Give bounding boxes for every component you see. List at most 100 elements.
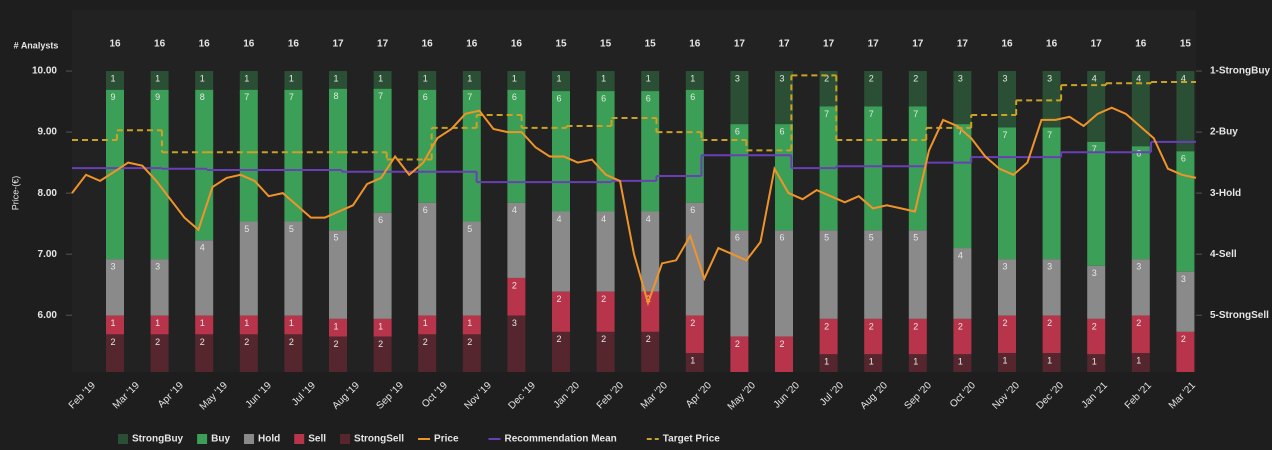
bar-segment bbox=[1087, 318, 1106, 355]
segment-label: 1 bbox=[1136, 356, 1141, 366]
segment-label: 6 bbox=[690, 205, 695, 215]
analyst-count: 16 bbox=[511, 39, 523, 50]
segment-label: 7 bbox=[289, 92, 294, 102]
segment-label: 2 bbox=[913, 73, 918, 83]
bar-segment bbox=[953, 124, 972, 249]
bar-segment bbox=[953, 318, 972, 355]
bar-segment bbox=[329, 71, 347, 89]
bar-segment bbox=[195, 334, 214, 372]
bar-segment bbox=[596, 71, 615, 92]
bar-segment bbox=[908, 106, 927, 231]
bar-segment bbox=[239, 71, 258, 90]
analyst-count: 17 bbox=[332, 39, 344, 50]
bar-segment bbox=[150, 71, 169, 90]
analyst-count: 17 bbox=[734, 39, 746, 50]
bar-segment bbox=[195, 89, 214, 241]
segment-label: 6 bbox=[378, 215, 383, 225]
bar-segment bbox=[641, 71, 660, 92]
bar-segment bbox=[730, 71, 749, 125]
bar-segment bbox=[1176, 71, 1195, 152]
legend-label: Target Price bbox=[663, 434, 720, 445]
analyst-count: 17 bbox=[912, 39, 924, 50]
analyst-count: 15 bbox=[645, 39, 657, 50]
segment-label: 3 bbox=[1092, 268, 1097, 278]
segment-label: 1 bbox=[155, 73, 160, 83]
bar-segment bbox=[106, 71, 124, 90]
segment-label: 1 bbox=[467, 73, 472, 83]
bar-segment bbox=[864, 71, 883, 107]
bar-segment bbox=[418, 334, 437, 372]
segment-label: 4 bbox=[958, 250, 963, 260]
bar-segment bbox=[998, 259, 1016, 316]
segment-label: 4 bbox=[1136, 73, 1141, 83]
bar-segment bbox=[106, 334, 124, 372]
segment-label: 1 bbox=[512, 73, 517, 83]
segment-label: 1 bbox=[289, 73, 294, 83]
segment-label: 1 bbox=[423, 318, 428, 328]
segment-label: 2 bbox=[601, 294, 606, 304]
segment-label: 3 bbox=[1002, 262, 1007, 272]
segment-label: 3 bbox=[110, 262, 115, 272]
analyst-count: 16 bbox=[466, 39, 478, 50]
y2-tick-label: 2-Buy bbox=[1210, 127, 1238, 138]
segment-label: 1 bbox=[200, 73, 205, 83]
bar-segment bbox=[596, 91, 615, 212]
legend-label: StrongSell bbox=[354, 434, 404, 445]
segment-label: 7 bbox=[1002, 130, 1007, 140]
segment-label: 6 bbox=[512, 92, 517, 102]
bar-segment bbox=[239, 89, 258, 222]
bar-segment bbox=[864, 318, 883, 355]
bar-segment bbox=[284, 334, 303, 372]
bar-segment bbox=[507, 71, 526, 90]
bar-segment bbox=[998, 353, 1016, 372]
bar-segment bbox=[373, 336, 392, 372]
segment-label: 1 bbox=[155, 318, 160, 328]
segment-label: 6 bbox=[601, 93, 606, 103]
bar-segment bbox=[150, 259, 169, 316]
segment-label: 3 bbox=[735, 73, 740, 83]
legend-swatch bbox=[294, 434, 305, 444]
bar-segment bbox=[552, 91, 570, 212]
bar-segment bbox=[998, 71, 1016, 128]
bar-segment bbox=[462, 315, 481, 335]
segment-label: 2 bbox=[913, 321, 918, 331]
segment-label: 7 bbox=[913, 109, 918, 119]
segment-label: 8 bbox=[200, 92, 205, 102]
analyst-count: 16 bbox=[1001, 39, 1013, 50]
bar-segment bbox=[819, 230, 838, 319]
bar-segment bbox=[418, 71, 437, 90]
bar-segment bbox=[150, 89, 169, 260]
analysts-label: # Analysts bbox=[14, 40, 59, 50]
bar-segment bbox=[998, 315, 1016, 354]
bar-segment bbox=[552, 291, 570, 332]
segment-label: 6 bbox=[423, 205, 428, 215]
bar-segment bbox=[507, 315, 526, 372]
segment-label: 2 bbox=[601, 334, 606, 344]
analyst-count: 17 bbox=[1091, 39, 1103, 50]
bar-segment bbox=[462, 334, 481, 372]
analyst-count: 16 bbox=[1046, 39, 1058, 50]
segment-label: 2 bbox=[423, 337, 428, 347]
bar-segment bbox=[1087, 71, 1106, 142]
segment-label: 2 bbox=[333, 339, 338, 349]
bar-segment bbox=[641, 91, 660, 212]
segment-label: 2 bbox=[1047, 318, 1052, 328]
bar-segment bbox=[507, 89, 526, 203]
bar-segment bbox=[1176, 331, 1195, 372]
segment-label: 1 bbox=[110, 318, 115, 328]
segment-label: 8 bbox=[333, 91, 338, 101]
bar-segment bbox=[1087, 141, 1106, 266]
bar-segment bbox=[1131, 353, 1150, 372]
analyst-count: 17 bbox=[823, 39, 835, 50]
bar-segment bbox=[150, 315, 169, 335]
bar-segment bbox=[953, 354, 972, 372]
legend-label: Price bbox=[434, 434, 459, 445]
segment-label: 1 bbox=[333, 321, 338, 331]
segment-label: 6 bbox=[735, 127, 740, 137]
segment-label: 5 bbox=[913, 233, 918, 243]
segment-label: 5 bbox=[824, 233, 829, 243]
bar-segment bbox=[106, 315, 124, 335]
bar-segment bbox=[1087, 265, 1106, 319]
segment-label: 2 bbox=[869, 73, 874, 83]
bar-segment bbox=[775, 336, 793, 372]
